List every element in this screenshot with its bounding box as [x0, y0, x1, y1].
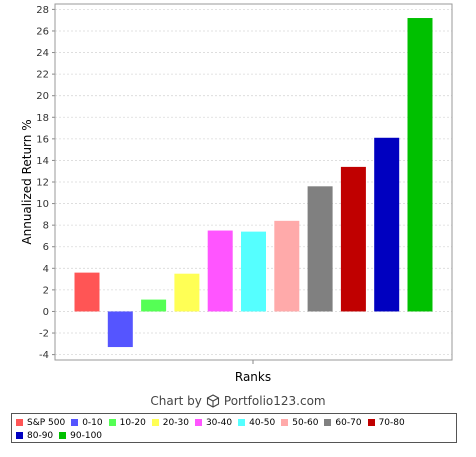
legend-swatch — [238, 419, 246, 426]
bar-S&P 500 — [74, 272, 100, 312]
credit-site: Portfolio123.com — [223, 394, 326, 408]
chart-credit: Chart by Portfolio123.com — [0, 391, 476, 411]
x-axis-label: Ranks — [235, 370, 271, 384]
legend-item: 80-90 — [16, 429, 53, 442]
y-tick-label: 8 — [43, 221, 49, 232]
legend-item: 50-60 — [281, 416, 318, 429]
bar-10-20 — [141, 299, 167, 312]
legend-label: 60-70 — [335, 417, 362, 428]
legend-item: 70-80 — [367, 416, 405, 429]
legend-label: 20-30 — [162, 417, 189, 428]
cube-icon — [206, 394, 219, 408]
bar-80-90 — [374, 137, 400, 312]
legend-label: 80-90 — [27, 430, 54, 441]
y-tick-label: 22 — [36, 70, 49, 81]
legend-swatch — [194, 419, 202, 426]
bar-40-50 — [241, 231, 266, 312]
bar-60-70 — [307, 186, 333, 312]
y-tick-label: -2 — [39, 329, 49, 340]
legend-item: 30-40 — [194, 416, 233, 429]
chart-canvas: -4-20246810121416182022242628RanksAnnual… — [20, 3, 453, 384]
y-tick-label: 16 — [36, 134, 49, 145]
legend-swatch — [281, 419, 289, 426]
y-tick-label: 4 — [43, 264, 49, 275]
legend-swatch — [108, 419, 116, 426]
legend-label: 90-100 — [70, 430, 103, 441]
legend-item: S&P 500 — [16, 416, 65, 429]
y-tick-label: 20 — [36, 91, 49, 102]
y-tick-label: 0 — [43, 307, 49, 318]
y-axis-label: Annualized Return % — [20, 119, 34, 244]
y-tick-label: 14 — [36, 156, 49, 167]
legend-item: 60-70 — [324, 416, 362, 429]
y-tick-label: 10 — [36, 199, 49, 210]
bar-90-100 — [407, 18, 433, 312]
bar-50-60 — [274, 220, 300, 312]
bar-30-40 — [207, 230, 233, 312]
legend-item: 90-100 — [59, 429, 102, 442]
legend-swatch — [16, 419, 23, 426]
y-tick-label: 26 — [36, 26, 49, 37]
legend-label: 40-50 — [249, 417, 276, 428]
legend-label: 10-20 — [119, 417, 146, 428]
legend-swatch — [324, 419, 332, 426]
credit-prefix: Chart by — [150, 394, 202, 408]
legend-item: 10-20 — [108, 416, 146, 429]
bar-chart: -4 -2 0 2 4 6 8 10 12 14 16 18 20 22 24 26 28 Ranks Annual… — [20, 3, 453, 384]
legend-label: 70-80 — [378, 417, 405, 428]
y-tick-label: 28 — [36, 5, 49, 16]
bar-0-10 — [107, 311, 133, 348]
legend-swatch — [367, 419, 375, 426]
legend-swatch — [151, 419, 159, 426]
legend-label: 50-60 — [292, 417, 319, 428]
legend-swatch — [71, 419, 79, 426]
y-tick-label: -4 — [39, 350, 49, 361]
y-tick-label: 2 — [43, 285, 49, 296]
bar-20-30 — [174, 273, 200, 312]
y-tick-label: 24 — [36, 48, 49, 59]
legend-label: 30-40 — [205, 417, 233, 428]
y-tick-label: 12 — [36, 178, 49, 189]
bar-70-80 — [340, 166, 366, 312]
legend-item: 0-10 — [71, 416, 103, 429]
legend-label: 0-10 — [82, 417, 103, 428]
chart-legend: S&P 500 0-10 10-20 20-30 30-40 40-50 50-60 60-7… — [11, 413, 457, 443]
legend-label: S&P 500 — [27, 417, 66, 428]
legend-item: 20-30 — [151, 416, 189, 429]
legend-item: 40-50 — [238, 416, 275, 429]
y-tick-label: 18 — [36, 113, 49, 124]
y-tick-label: 6 — [43, 242, 49, 253]
legend-swatch — [16, 432, 23, 439]
legend-swatch — [59, 432, 67, 439]
